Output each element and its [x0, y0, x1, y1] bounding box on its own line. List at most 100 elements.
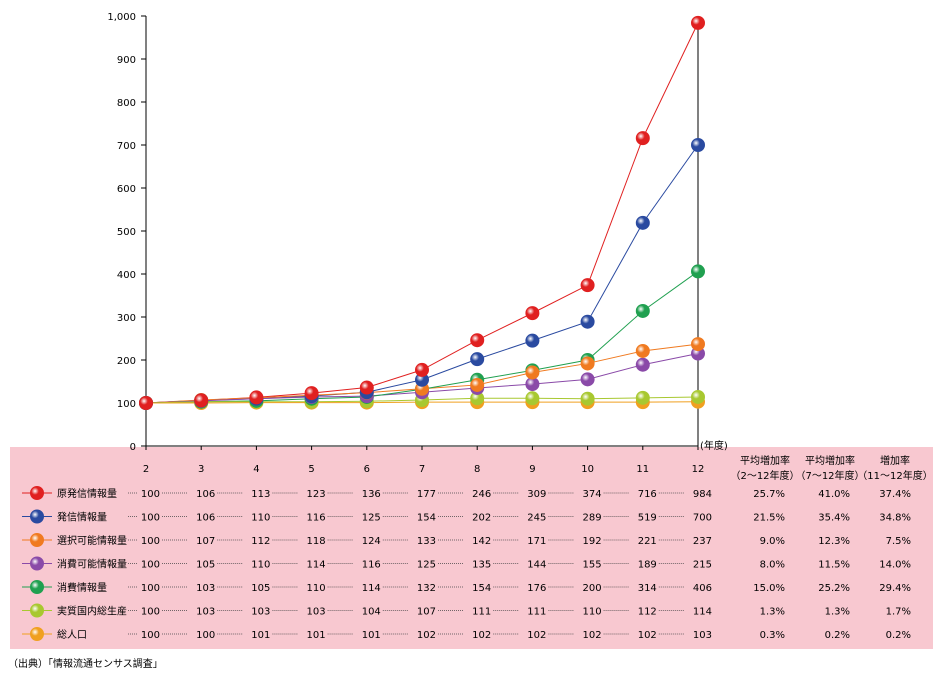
table-value: 103	[196, 607, 215, 618]
table-value: 101	[362, 630, 381, 641]
data-point	[580, 356, 595, 371]
data-point	[635, 303, 650, 318]
table-value: 177	[417, 489, 436, 500]
table-value: 100	[141, 560, 160, 571]
y-tick-label: 0	[130, 442, 136, 453]
table-rate: 14.0%	[879, 560, 911, 571]
table-rate: 0.3%	[760, 630, 785, 641]
legend-marker	[30, 603, 44, 618]
table-rate: 0.2%	[825, 630, 850, 641]
source-note: （出典）「情報流通センサス調査」	[8, 659, 163, 670]
table-rate: 12.3%	[818, 536, 850, 547]
table-value: 154	[417, 513, 436, 524]
table-value: 136	[362, 489, 381, 500]
legend-label: 発信情報量	[57, 511, 107, 524]
x-tick-label: 7	[419, 464, 425, 475]
data-point	[525, 391, 540, 406]
data-point	[359, 380, 374, 395]
table-rate: 0.2%	[886, 630, 911, 641]
data-point	[470, 377, 485, 392]
series-line	[145, 22, 699, 404]
rate-header-line2: （2～12年度）	[730, 469, 799, 482]
data-table-panel	[10, 447, 933, 649]
table-rate: 7.5%	[886, 536, 911, 547]
table-value: 103	[196, 583, 215, 594]
y-tick-label: 700	[117, 141, 136, 152]
table-value: 176	[527, 583, 546, 594]
table-value: 101	[307, 630, 326, 641]
table-value: 237	[693, 536, 712, 547]
x-tick-label: 2	[143, 464, 149, 475]
data-point	[580, 391, 595, 406]
table-rate: 1.3%	[760, 607, 785, 618]
rate-header-line2: （11～12年度）	[857, 469, 932, 482]
data-point	[580, 314, 595, 329]
table-value: 245	[527, 513, 546, 524]
table-value: 135	[472, 560, 491, 571]
data-point	[470, 333, 485, 348]
table-rate: 1.7%	[886, 607, 911, 618]
table-value: 215	[693, 560, 712, 571]
table-value: 116	[307, 513, 326, 524]
data-point	[525, 306, 540, 321]
table-value: 221	[638, 536, 657, 547]
table-value: 112	[638, 607, 657, 618]
data-point	[470, 352, 485, 367]
table-value: 100	[141, 583, 160, 594]
rate-header-line1: 平均増加率	[805, 454, 855, 467]
x-tick-label: 12	[692, 464, 705, 475]
data-point	[580, 278, 595, 293]
table-value: 309	[527, 489, 546, 500]
y-tick-label: 600	[117, 184, 136, 195]
data-point	[249, 390, 264, 405]
data-point	[525, 377, 540, 392]
table-value: 114	[307, 560, 326, 571]
table-value: 144	[527, 560, 546, 571]
data-point	[415, 362, 429, 377]
data-point	[635, 357, 650, 372]
legend-label: 消費情報量	[57, 581, 107, 594]
table-value: 102	[583, 630, 602, 641]
table-value: 314	[638, 583, 657, 594]
table-rate: 25.7%	[753, 489, 785, 500]
table-value: 110	[251, 513, 270, 524]
table-value: 107	[417, 607, 436, 618]
legend-label: 総人口	[57, 628, 87, 641]
table-value: 123	[307, 489, 326, 500]
table-rate: 21.5%	[753, 513, 785, 524]
rate-header-line1: 平均増加率	[740, 454, 790, 467]
y-tick-label: 500	[117, 227, 136, 238]
rate-header-line1: 増加率	[880, 454, 910, 467]
table-value: 116	[362, 560, 381, 571]
data-point	[194, 393, 209, 408]
data-point	[635, 343, 650, 358]
data-point	[525, 365, 540, 380]
table-rate: 11.5%	[818, 560, 850, 571]
table-value: 102	[638, 630, 657, 641]
table-rate: 1.3%	[825, 607, 850, 618]
table-value: 105	[251, 583, 270, 594]
y-tick-label: 1,000	[107, 12, 136, 23]
table-value: 110	[251, 560, 270, 571]
legend-label: 消費可能情報量	[57, 558, 127, 571]
table-value: 103	[251, 607, 270, 618]
table-value: 189	[638, 560, 657, 571]
table-value: 155	[583, 560, 602, 571]
table-value: 289	[583, 513, 602, 524]
legend-marker	[30, 509, 44, 524]
data-point	[691, 337, 705, 352]
table-value: 100	[141, 513, 160, 524]
data-point	[525, 333, 540, 348]
table-value: 103	[307, 607, 326, 618]
x-tick-label: 10	[581, 464, 594, 475]
data-point	[691, 15, 705, 30]
table-value: 171	[527, 536, 546, 547]
x-tick-label: 5	[308, 464, 314, 475]
table-value: 111	[472, 607, 491, 618]
data-point	[139, 396, 153, 410]
legend-label: 実質国内総生産	[57, 605, 127, 618]
table-value: 133	[417, 536, 436, 547]
table-value: 374	[583, 489, 602, 500]
table-value: 192	[583, 536, 602, 547]
data-point	[304, 386, 319, 401]
